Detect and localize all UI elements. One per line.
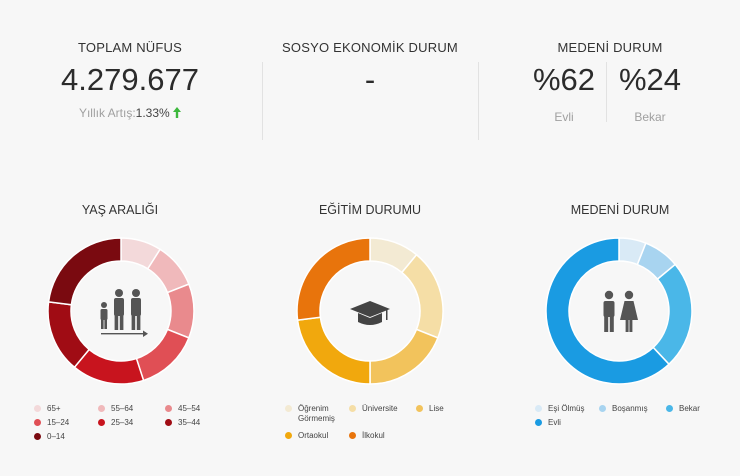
legend-label: Üniversite <box>362 404 398 413</box>
legend-item: 35–44 <box>165 418 200 428</box>
legend-item: Evli <box>535 418 561 428</box>
age-chart-title: YAŞ ARALIĞI <box>81 203 159 217</box>
legend-label: İlkokul <box>362 431 385 440</box>
legend-swatch <box>165 405 172 412</box>
legend-label: 25–34 <box>111 418 134 427</box>
legend-item: Eşi Ölmüş <box>535 404 584 414</box>
donut-slice-i-lkokul <box>296 237 371 321</box>
donut-slice-ortaokul <box>296 316 371 385</box>
legend-item: Ortaokul <box>285 431 328 441</box>
legend-swatch <box>34 405 41 412</box>
legend-label: Ortaokul <box>298 431 329 440</box>
donut-slice-15-24 <box>135 328 190 382</box>
donut-slice-35-44 <box>47 301 91 369</box>
legend-label: Eşi Ölmüş <box>548 404 585 413</box>
legend-label: 35–44 <box>178 418 201 427</box>
legend-swatch <box>535 405 542 412</box>
growth-row: Yıllık Artış:1.33% <box>40 106 220 121</box>
legend-swatch <box>98 419 105 426</box>
legend-item: Üniversite <box>349 404 398 414</box>
single-label: Bekar <box>634 110 666 124</box>
legend-item: 25–34 <box>98 418 133 428</box>
legend-swatch <box>165 419 172 426</box>
legend-label: Evli <box>548 418 561 427</box>
marital-stat: MEDENİ DURUM <box>510 0 710 150</box>
legend-swatch <box>98 405 105 412</box>
population-stat: TOPLAM NÜFUS 4.279.677 Yıllık Artış:1.33… <box>40 0 220 150</box>
legend-label: Öğrenim Görmemiş <box>298 404 335 423</box>
legend-swatch <box>285 432 292 439</box>
donut-slice-0-14 <box>47 237 122 306</box>
age-legend: 65+ 55–64 45–54 15–24 25–34 35–44 0–14 <box>34 404 234 454</box>
legend-swatch <box>535 419 542 426</box>
donut-slice-45-54 <box>166 283 195 339</box>
legend-swatch <box>349 432 356 439</box>
legend-label: 0–14 <box>47 432 65 441</box>
legend-swatch <box>34 419 41 426</box>
legend-item: 45–54 <box>165 404 200 414</box>
legend-label: Boşanmış <box>612 404 648 413</box>
population-title: TOPLAM NÜFUS <box>77 40 182 55</box>
divider <box>262 62 263 140</box>
legend-item: 15–24 <box>34 418 69 428</box>
socio-value: - <box>364 62 376 97</box>
socio-economic-stat: SOSYO EKONOMİK DURUM - <box>270 0 470 150</box>
marital-title: MEDENİ DURUM <box>557 40 663 55</box>
married-stat: %62 Evli <box>524 62 604 124</box>
legend-label: 55–64 <box>111 404 134 413</box>
family-icon <box>100 289 148 337</box>
graduation-cap-icon <box>350 301 390 325</box>
donut-slice-evli <box>545 237 671 385</box>
legend-swatch <box>666 405 673 412</box>
donut-slice-lise <box>369 328 439 385</box>
married-label: Evli <box>554 110 574 124</box>
legend-swatch <box>349 405 356 412</box>
growth-label: Yıllık Artış: <box>78 106 136 120</box>
legend-label: Lise <box>429 404 444 413</box>
divider <box>606 62 607 122</box>
donut-slice--niversite <box>400 253 444 339</box>
legend-swatch <box>416 405 423 412</box>
age-donut-chart <box>47 237 195 385</box>
legend-label: 45–54 <box>178 404 201 413</box>
single-pct: %24 <box>618 62 682 97</box>
socio-title: SOSYO EKONOMİK DURUM <box>282 40 458 55</box>
marital-donut-chart <box>545 237 693 385</box>
donut-slice-bekar <box>652 263 693 366</box>
legend-item: 65+ <box>34 404 61 414</box>
legend-label: Bekar <box>679 404 700 413</box>
population-value: 4.279.677 <box>61 62 199 97</box>
legend-label: 15–24 <box>47 418 70 427</box>
married-pct: %62 <box>532 62 596 97</box>
legend-item: Lise <box>416 404 444 414</box>
arrow-up-icon <box>173 107 182 121</box>
single-stat: %24 Bekar <box>610 62 690 124</box>
divider <box>478 62 479 140</box>
marital-legend: Eşi Ölmüş Boşanmış Bekar Evli <box>535 404 735 454</box>
legend-swatch <box>34 433 41 440</box>
marital-chart-title: MEDENİ DURUM <box>570 203 670 217</box>
legend-item: 0–14 <box>34 432 65 442</box>
education-chart-title: EĞİTİM DURUMU <box>318 203 422 217</box>
legend-item: İlkokul <box>349 431 385 441</box>
legend-label: 65+ <box>47 404 61 413</box>
growth-value: 1.33% <box>135 106 170 120</box>
legend-item: Boşanmış <box>599 404 648 414</box>
couple-icon <box>603 290 638 332</box>
education-donut-chart <box>296 237 444 385</box>
legend-swatch <box>599 405 606 412</box>
legend-swatch <box>285 405 292 412</box>
legend-item: Bekar <box>666 404 700 414</box>
legend-item: Öğrenim Görmemiş <box>285 404 335 424</box>
legend-item: 55–64 <box>98 404 133 414</box>
education-legend: Öğrenim Görmemiş Üniversite Lise Ortaokul İlk… <box>285 404 485 454</box>
